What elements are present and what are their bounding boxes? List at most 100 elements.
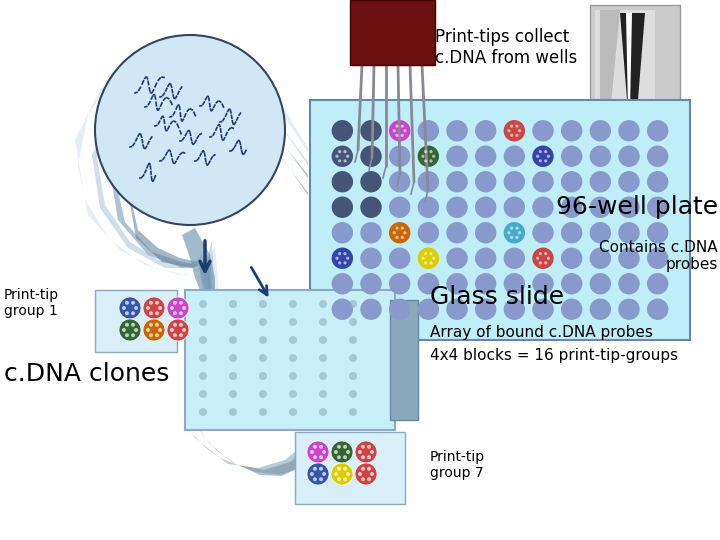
Circle shape — [421, 256, 425, 260]
Circle shape — [539, 150, 542, 153]
Circle shape — [367, 455, 371, 459]
Circle shape — [343, 159, 346, 163]
Text: c.DNA clones: c.DNA clones — [4, 362, 169, 386]
Circle shape — [361, 477, 365, 481]
Circle shape — [389, 273, 410, 294]
FancyBboxPatch shape — [95, 290, 177, 352]
Polygon shape — [600, 10, 620, 115]
Circle shape — [343, 150, 346, 153]
Circle shape — [307, 463, 329, 485]
Circle shape — [539, 261, 542, 265]
Circle shape — [343, 477, 347, 481]
Circle shape — [532, 222, 554, 244]
Circle shape — [131, 323, 135, 327]
Circle shape — [349, 318, 357, 326]
Circle shape — [122, 328, 126, 332]
Circle shape — [336, 256, 338, 260]
Circle shape — [332, 171, 353, 192]
Circle shape — [590, 120, 611, 141]
Circle shape — [392, 231, 396, 234]
Circle shape — [544, 159, 547, 163]
Circle shape — [429, 150, 433, 153]
Text: 4x4 blocks = 16 print-tip-groups: 4x4 blocks = 16 print-tip-groups — [430, 348, 678, 363]
Circle shape — [516, 134, 518, 137]
Circle shape — [561, 299, 582, 320]
Circle shape — [360, 299, 382, 320]
Circle shape — [401, 134, 404, 137]
Circle shape — [647, 171, 668, 192]
Circle shape — [199, 336, 207, 344]
Circle shape — [259, 408, 267, 416]
Circle shape — [173, 301, 177, 305]
Circle shape — [319, 354, 327, 362]
Circle shape — [122, 306, 126, 310]
Circle shape — [337, 477, 341, 481]
Circle shape — [346, 450, 350, 454]
Circle shape — [424, 159, 427, 163]
Circle shape — [229, 408, 237, 416]
Text: 96-well plate: 96-well plate — [556, 195, 718, 219]
Circle shape — [518, 231, 521, 234]
Circle shape — [475, 146, 496, 167]
Circle shape — [119, 297, 141, 319]
Circle shape — [367, 477, 371, 481]
Circle shape — [590, 197, 611, 218]
Circle shape — [167, 297, 189, 319]
Circle shape — [475, 222, 496, 244]
Circle shape — [336, 154, 338, 158]
Circle shape — [125, 333, 129, 337]
Circle shape — [332, 247, 353, 269]
Circle shape — [125, 323, 129, 327]
Circle shape — [259, 372, 267, 380]
Circle shape — [367, 467, 371, 471]
Circle shape — [503, 273, 525, 294]
Polygon shape — [92, 65, 308, 308]
Bar — [185, 290, 395, 430]
Polygon shape — [185, 425, 320, 505]
Circle shape — [131, 301, 135, 305]
Circle shape — [395, 134, 399, 137]
Circle shape — [334, 450, 338, 454]
Circle shape — [503, 222, 525, 244]
Circle shape — [389, 197, 410, 218]
Circle shape — [516, 226, 518, 230]
Circle shape — [319, 300, 327, 308]
Circle shape — [158, 306, 162, 310]
Circle shape — [418, 146, 439, 167]
Circle shape — [475, 299, 496, 320]
Circle shape — [179, 333, 183, 337]
Circle shape — [536, 154, 539, 158]
Circle shape — [310, 472, 314, 476]
Circle shape — [421, 154, 425, 158]
Circle shape — [429, 159, 433, 163]
Circle shape — [349, 372, 357, 380]
Circle shape — [401, 125, 404, 128]
Circle shape — [510, 226, 513, 230]
Circle shape — [401, 226, 404, 230]
Text: Print-tip
group 1: Print-tip group 1 — [4, 288, 59, 318]
Circle shape — [289, 318, 297, 326]
Circle shape — [155, 333, 159, 337]
Circle shape — [395, 226, 399, 230]
Circle shape — [319, 318, 327, 326]
Circle shape — [319, 336, 327, 344]
Circle shape — [307, 441, 329, 463]
Circle shape — [289, 372, 297, 380]
Circle shape — [332, 299, 353, 320]
Circle shape — [561, 247, 582, 269]
Circle shape — [424, 261, 427, 265]
Circle shape — [395, 125, 399, 128]
Circle shape — [346, 154, 349, 158]
Circle shape — [475, 197, 496, 218]
Circle shape — [173, 323, 177, 327]
Circle shape — [389, 222, 410, 244]
Circle shape — [432, 154, 436, 158]
Circle shape — [418, 222, 439, 244]
Circle shape — [149, 333, 153, 337]
Circle shape — [319, 408, 327, 416]
Circle shape — [332, 146, 353, 167]
Circle shape — [647, 247, 668, 269]
Circle shape — [134, 306, 138, 310]
Circle shape — [179, 323, 183, 327]
Circle shape — [503, 120, 525, 141]
